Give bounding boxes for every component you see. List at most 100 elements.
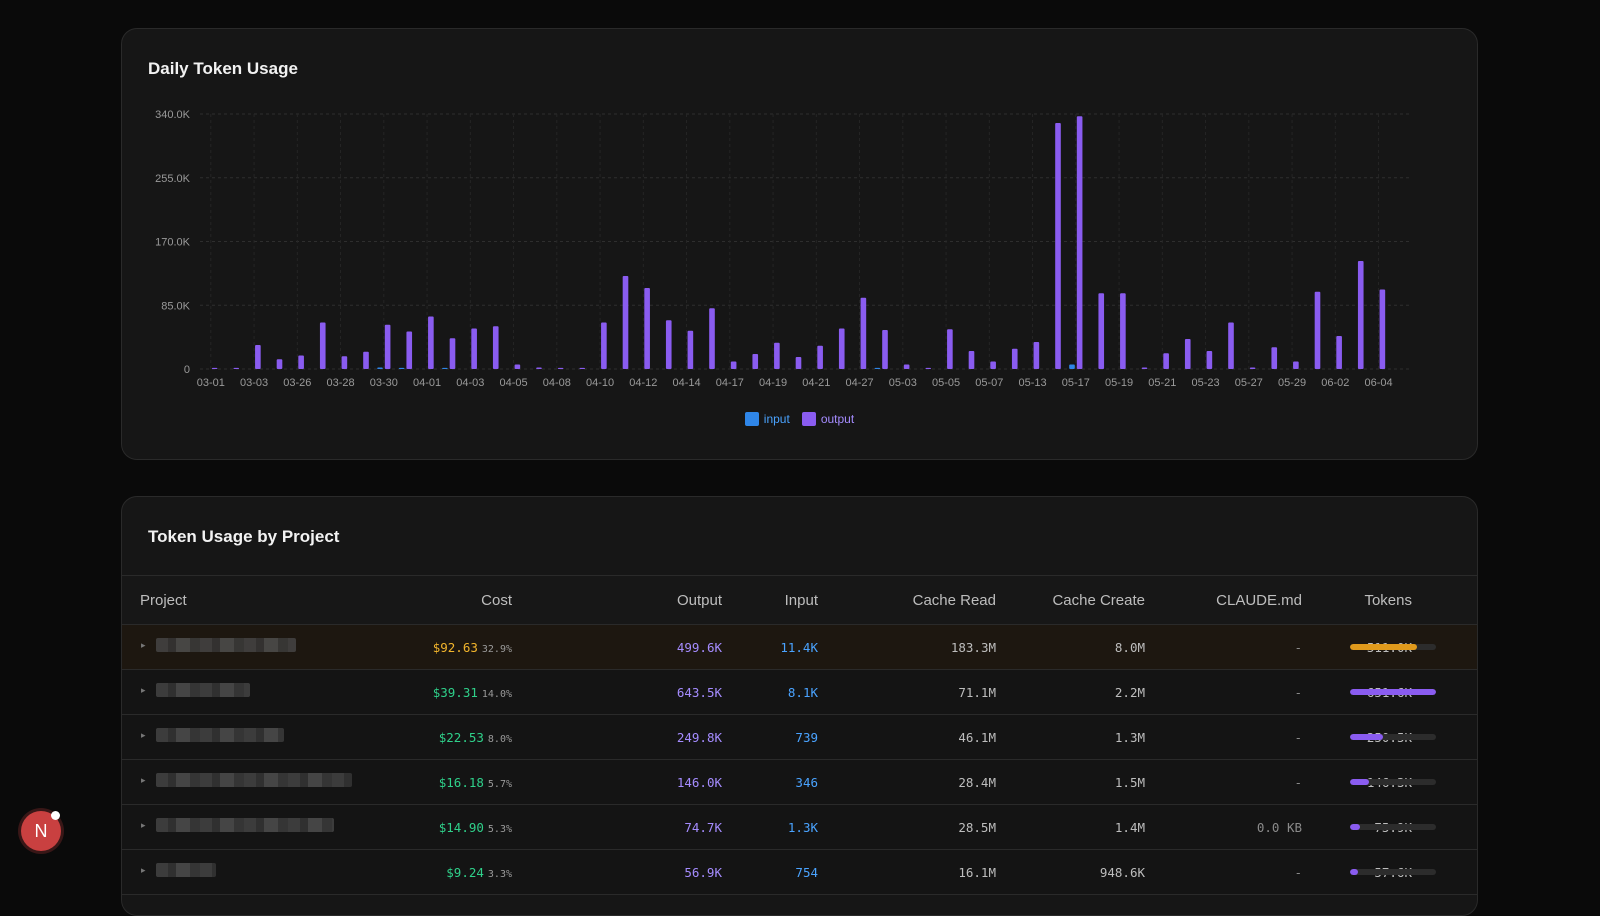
bar-output	[1120, 293, 1126, 369]
x-tick-label: 05-03	[889, 377, 917, 389]
expand-caret-icon[interactable]: ▸	[141, 820, 146, 830]
x-tick-label: 03-30	[370, 377, 398, 389]
token-share-fill	[1350, 734, 1383, 740]
legend-label-input: input	[763, 412, 790, 426]
bar-output	[1076, 116, 1083, 369]
bar-output	[255, 345, 261, 369]
input-cell: 1.3K	[787, 820, 818, 835]
cache-create-cell: 8.0M	[1114, 640, 1145, 655]
bar-output	[492, 326, 499, 369]
legend-item-output[interactable]: output	[801, 412, 854, 426]
x-tick-label: 04-03	[456, 377, 484, 389]
x-tick-label: 04-27	[845, 377, 873, 389]
expand-caret-icon[interactable]: ▸	[141, 775, 146, 785]
x-tick-label: 05-23	[1191, 377, 1219, 389]
token-share-fill	[1350, 689, 1436, 695]
x-tick-label: 04-12	[629, 377, 657, 389]
col-cache-create-header[interactable]: Cache Create	[1052, 592, 1145, 609]
expand-caret-icon[interactable]: ▸	[141, 685, 146, 695]
x-tick-label: 06-02	[1321, 377, 1349, 389]
col-input-header[interactable]: Input	[784, 592, 818, 609]
y-tick-label: 255.0K	[155, 173, 191, 185]
bar-output	[514, 364, 521, 369]
output-cell: 146.0K	[676, 775, 722, 790]
col-claude-md-header[interactable]: CLAUDE.md	[1216, 592, 1302, 609]
token-share-bar	[1350, 824, 1436, 830]
bar-output	[276, 359, 283, 369]
cache-read-cell: 28.5M	[958, 820, 996, 835]
x-tick-label: 05-17	[1062, 377, 1090, 389]
col-project-header[interactable]: Project	[140, 592, 187, 609]
project-name-redacted	[156, 818, 334, 832]
cost-cell: $39.31 14.0%	[433, 685, 512, 700]
bar-output	[1184, 339, 1191, 369]
bar-output	[795, 357, 802, 369]
output-cell: 643.5K	[676, 685, 722, 700]
token-share-bar	[1350, 689, 1436, 695]
output-cell: 249.8K	[676, 730, 722, 745]
project-name-redacted	[156, 728, 284, 742]
bar-output	[1141, 367, 1148, 369]
bar-input	[442, 367, 448, 369]
bar-output	[1163, 353, 1169, 369]
bar-output	[925, 367, 932, 369]
cost-value: $22.53	[438, 730, 484, 745]
cost-cell: $9.24 3.3%	[446, 865, 512, 880]
y-tick-label: 170.0K	[155, 237, 191, 249]
x-tick-label: 04-19	[759, 377, 787, 389]
bar-output	[687, 330, 694, 369]
x-tick-label: 03-03	[240, 377, 268, 389]
bar-output	[622, 276, 629, 369]
output-cell: 74.7K	[684, 820, 722, 835]
output-cell: 499.6K	[676, 640, 722, 655]
claude-md-cell: -	[1294, 685, 1302, 700]
legend-swatch-input	[744, 412, 759, 426]
cost-cell: $92.63 32.9%	[433, 640, 512, 655]
col-cache-read-header[interactable]: Cache Read	[912, 592, 996, 609]
cost-value: $14.90	[438, 820, 484, 835]
avatar[interactable]: N	[21, 811, 61, 851]
notification-dot	[51, 811, 60, 820]
bar-output	[341, 356, 348, 369]
table-body: ▸$92.6332.9%499.6K11.4K183.3M8.0M-511.0K…	[122, 625, 1477, 895]
input-cell: 8.1K	[787, 685, 818, 700]
expand-caret-icon[interactable]: ▸	[141, 730, 146, 740]
expand-caret-icon[interactable]: ▸	[141, 865, 146, 875]
col-output-header[interactable]: Output	[676, 592, 722, 609]
cost-cell: $16.18 5.7%	[439, 775, 512, 790]
project-name-redacted	[156, 863, 216, 877]
cost-percent: 5.3%	[487, 824, 512, 835]
bar-input	[377, 367, 383, 369]
cost-percent: 14.0%	[481, 689, 512, 700]
bar-input	[1069, 364, 1075, 369]
x-tick-label: 03-28	[326, 377, 354, 389]
bar-output	[536, 367, 542, 369]
expand-caret-icon[interactable]: ▸	[141, 640, 146, 650]
bar-input	[874, 367, 881, 369]
claude-md-cell: -	[1294, 730, 1302, 745]
bar-output	[1357, 261, 1364, 369]
table-title: Token Usage by Project	[148, 527, 340, 546]
bar-output	[406, 331, 413, 369]
cache-create-cell: 1.3M	[1114, 730, 1145, 745]
cache-create-cell: 2.2M	[1114, 685, 1145, 700]
bar-output	[774, 342, 780, 369]
bar-output	[298, 355, 304, 369]
cache-read-cell: 71.1M	[958, 685, 996, 700]
x-tick-label: 04-10	[586, 377, 614, 389]
table-header: Project Cost Output Input Cache Read Cac…	[122, 576, 1477, 625]
col-tokens-header[interactable]: Tokens	[1364, 592, 1412, 609]
bar-output	[384, 324, 391, 369]
legend-item-input[interactable]: input	[744, 412, 790, 426]
cost-value: $39.31	[432, 685, 478, 700]
col-cost-header[interactable]: Cost	[481, 592, 512, 609]
y-tick-label: 0	[184, 364, 190, 376]
bar-output	[752, 354, 759, 369]
claude-md-cell: -	[1294, 865, 1302, 880]
